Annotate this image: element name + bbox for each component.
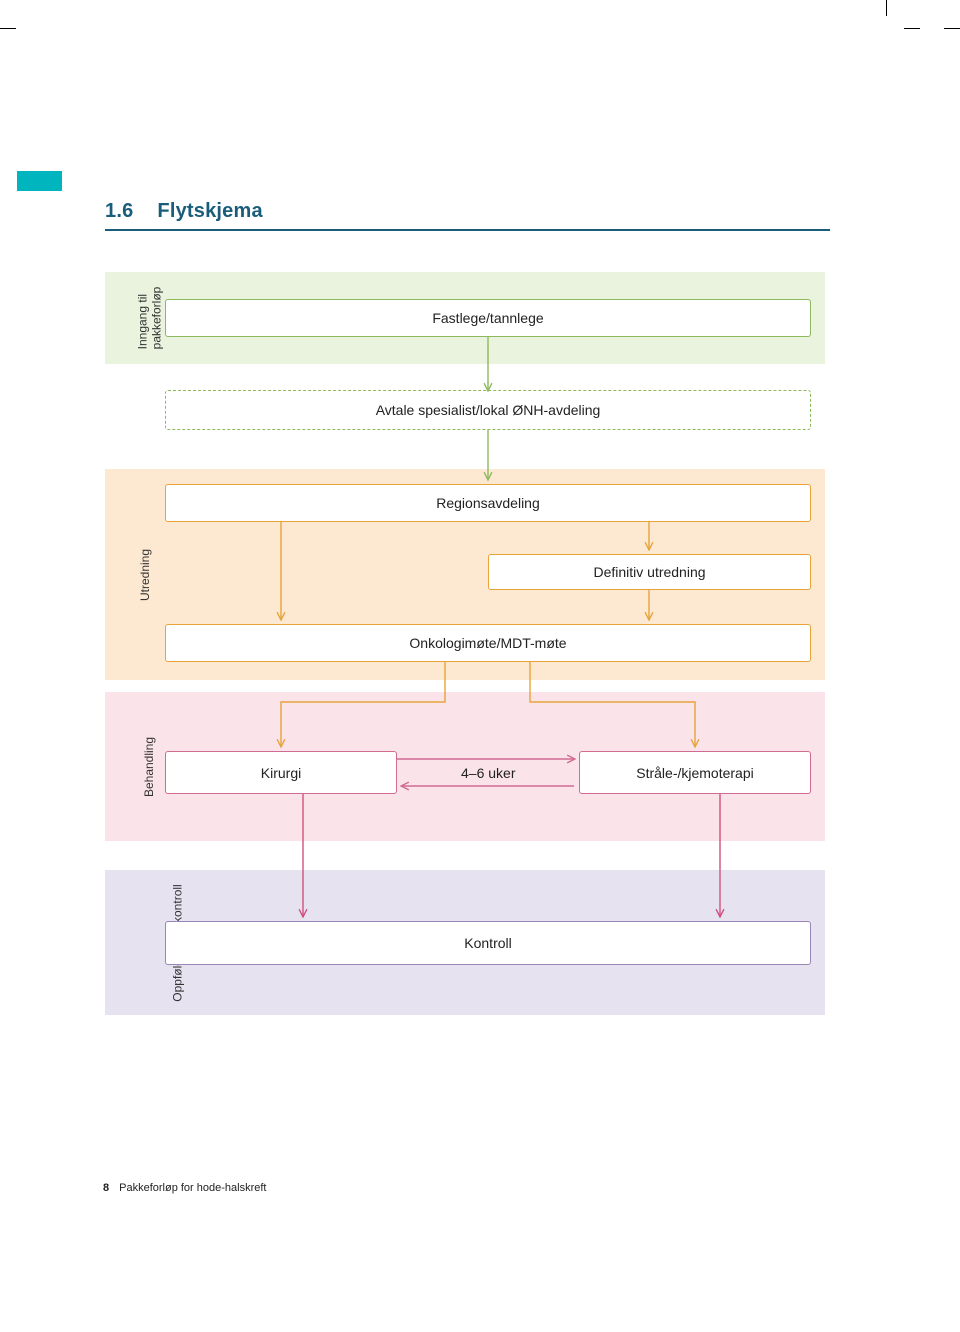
node-region: Regionsavdeling	[165, 484, 811, 522]
page: 1.6 Flytskjema Inngang tilpakkeforløp Utre…	[0, 0, 960, 1332]
node-mdt: Onkologimøte/MDT-møte	[165, 624, 811, 662]
page-number: 8	[103, 1182, 109, 1194]
node-definitiv: Definitiv utredning	[488, 554, 811, 590]
node-avtale: Avtale spesialist/lokal ØNH-avdeling	[165, 390, 811, 430]
swimlane-label-inngang: Inngang tilpakkeforløp	[137, 287, 165, 350]
cropmark	[886, 0, 887, 16]
node-kontroll: Kontroll	[165, 921, 811, 965]
swimlane-label-utredning: Utredning	[138, 548, 152, 600]
node-kirurgi: Kirurgi	[165, 751, 397, 794]
footer-text: Pakkeforløp for hode-halskreft	[119, 1182, 266, 1194]
section-heading: 1.6 Flytskjema	[105, 200, 263, 223]
node-fastlege: Fastlege/tannlege	[165, 299, 811, 337]
label-weeks: 4–6 uker	[461, 765, 515, 781]
swimlane-label-behandling: Behandling	[142, 736, 156, 796]
cropmark	[0, 28, 16, 29]
section-number: 1.6	[105, 200, 133, 223]
cropmark	[944, 28, 960, 29]
cropmark	[904, 28, 920, 29]
page-tab	[17, 171, 62, 191]
node-strale: Stråle-/kjemoterapi	[579, 751, 811, 794]
section-rule	[105, 229, 830, 231]
section-title: Flytskjema	[157, 200, 262, 222]
page-footer: 8 Pakkeforløp for hode-halskreft	[103, 1182, 266, 1194]
flowchart: Inngang tilpakkeforløp Utredning Behandlin…	[105, 272, 825, 1017]
